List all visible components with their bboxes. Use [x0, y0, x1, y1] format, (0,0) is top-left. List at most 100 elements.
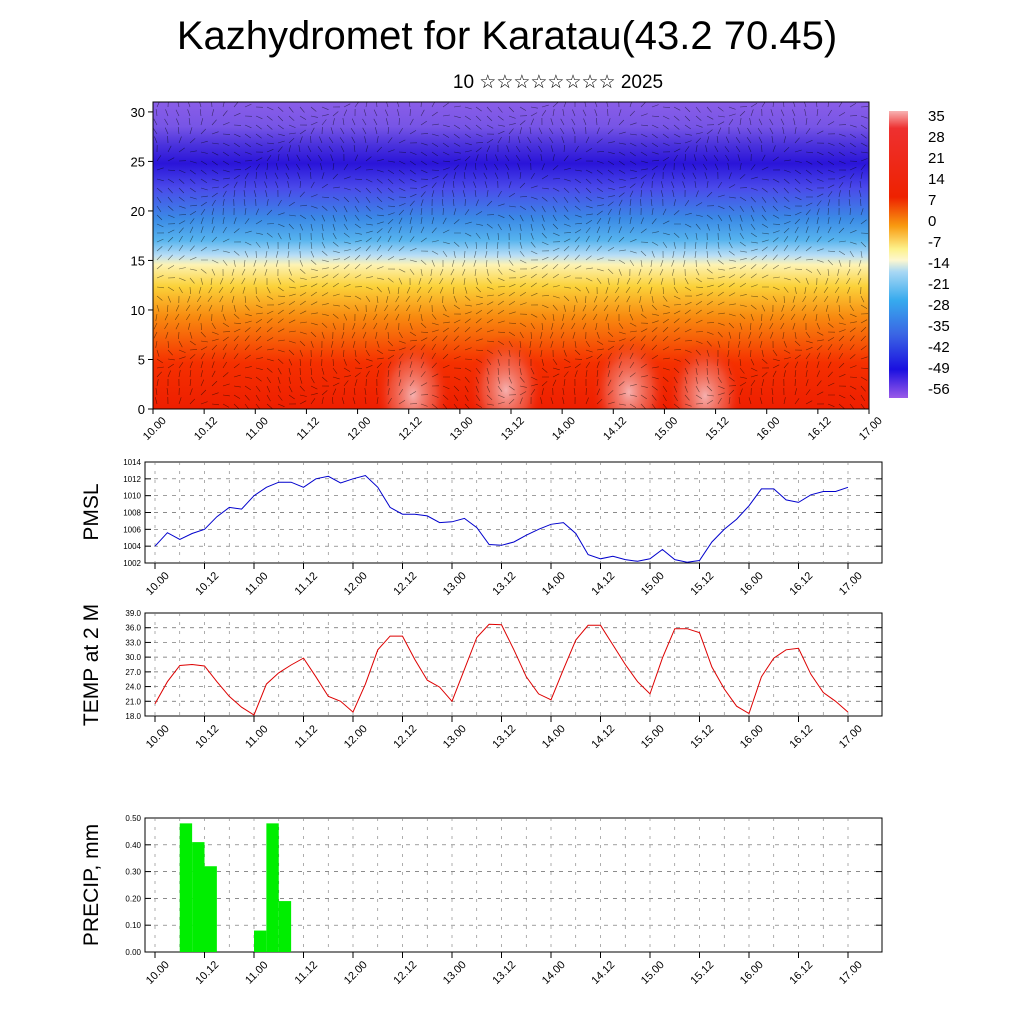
- precip-bar: [204, 866, 217, 952]
- x-tick-label: 15.12: [688, 723, 716, 751]
- y-tick-label: 30.0: [125, 653, 141, 662]
- x-tick-label: 12.12: [391, 723, 419, 751]
- x-tick-label: 10.12: [193, 959, 221, 987]
- y-tick-label: 0.50: [125, 814, 141, 823]
- y-tick-label: 0.00: [125, 948, 141, 957]
- colorbar-label: -42: [928, 339, 950, 356]
- x-tick-label: 14.12: [601, 415, 629, 443]
- x-tick-label: 15.00: [652, 415, 680, 443]
- x-tick-label: 14.00: [540, 570, 568, 598]
- x-tick-label: 10.00: [144, 570, 172, 598]
- x-tick-label: 11.12: [293, 570, 320, 597]
- page-title: Kazhydromet for Karatau(43.2 70.45): [176, 14, 838, 58]
- y-tick-label: 1010: [123, 492, 141, 501]
- precip-bar: [266, 823, 279, 952]
- warm-core-2: [591, 337, 667, 409]
- x-tick-label: 16.12: [806, 415, 834, 443]
- precip-chart-ylabel: PRECIP, mm: [80, 824, 103, 946]
- x-tick-label: 14.00: [550, 415, 578, 443]
- precip-bar: [192, 842, 205, 952]
- x-tick-label: 13.00: [448, 415, 476, 443]
- x-tick-label: 16.12: [787, 570, 815, 598]
- warm-core-3: [667, 341, 743, 409]
- pmsl-chart: 1002 1004 1006 1008 1010 1012 1014 10.00 10.12 11…: [80, 458, 883, 598]
- temp-chart-ylabel: TEMP at 2 M: [80, 604, 103, 726]
- colorbar-label: -28: [928, 297, 950, 314]
- y-tick-label: 1014: [123, 458, 141, 467]
- y-tick-label: 1002: [123, 559, 141, 568]
- x-tick-label: 11.00: [243, 570, 270, 597]
- colorbar-label: -49: [928, 360, 950, 377]
- y-tick-label: 1012: [123, 475, 141, 484]
- x-tick-label: 10.12: [192, 415, 220, 443]
- x-tick-label: 16.00: [738, 570, 766, 598]
- x-tick-label: 13.12: [499, 415, 527, 443]
- colorbar-label: 14: [928, 171, 945, 188]
- x-tick-label: 17.00: [837, 959, 865, 987]
- y-tick-label: 25: [131, 154, 145, 169]
- warm-cores: [375, 335, 743, 409]
- colorbar-label: 35: [928, 108, 945, 125]
- y-tick-label: 0: [138, 402, 145, 417]
- x-tick-label: 12.12: [397, 415, 425, 443]
- page-subtitle: 10 ☆☆☆☆☆☆☆☆ 2025: [452, 72, 664, 93]
- x-tick-label: 14.00: [540, 959, 568, 987]
- x-tick-label: 13.12: [490, 959, 518, 987]
- cross-section-plot: 0 5 10 15 20 25 30 10.00 10.12 11.00 11.12 12.00 12.…: [131, 101, 950, 443]
- y-tick-label: 1004: [123, 542, 141, 551]
- x-tick-label: 15.00: [639, 959, 667, 987]
- x-tick-label: 11.12: [295, 415, 322, 442]
- x-tick-label: 12.00: [342, 570, 370, 598]
- x-tick-label: 10.00: [141, 415, 169, 443]
- temp-chart: 18.0 21.0 24.0 27.0 30.0 33.0 36.0 39.0 10.00 10.…: [80, 604, 883, 751]
- colorbar: [889, 111, 908, 398]
- warm-core-0: [375, 340, 451, 409]
- x-tick-label: 14.12: [589, 723, 617, 751]
- temp-chart-series-line: [154, 623, 849, 716]
- x-tick-label: 16.00: [738, 723, 766, 751]
- x-tick-label: 11.00: [243, 415, 270, 442]
- y-tick-label: 24.0: [125, 683, 141, 692]
- x-tick-label: 17.00: [837, 723, 865, 751]
- y-tick-label: 18.0: [125, 712, 141, 721]
- precip-bar: [254, 930, 267, 952]
- y-tick-label: 0.30: [125, 868, 141, 877]
- temp-chart-frame: [144, 612, 883, 717]
- x-tick-label: 15.12: [703, 415, 731, 443]
- x-tick-label: 11.12: [293, 959, 320, 986]
- y-tick-label: 5: [138, 352, 145, 367]
- precip-chart: 0.00 0.10 0.20 0.30 0.40 0.50 10.00 10.12 11.00 1…: [80, 814, 883, 987]
- colorbar-label: 28: [928, 129, 945, 146]
- colorbar-label: -7: [928, 234, 941, 251]
- y-tick-label: 0.40: [125, 841, 141, 850]
- y-tick-label: 30: [131, 105, 145, 120]
- x-tick-label: 16.00: [738, 959, 766, 987]
- x-tick-label: 11.00: [243, 959, 270, 986]
- x-tick-label: 16.12: [787, 959, 815, 987]
- y-tick-label: 36.0: [125, 624, 141, 633]
- x-tick-label: 10.00: [144, 959, 172, 987]
- x-tick-label: 11.12: [293, 723, 320, 750]
- x-tick-label: 13.00: [441, 959, 469, 987]
- x-tick-label: 17.00: [837, 570, 865, 598]
- warm-core-1: [468, 335, 544, 409]
- colorbar-label: -14: [928, 255, 950, 272]
- x-tick-label: 12.00: [345, 415, 373, 443]
- x-tick-label: 10.00: [144, 723, 172, 751]
- colorbar-label: 0: [928, 213, 936, 230]
- precip-bar: [179, 823, 193, 952]
- precip-bar: [278, 901, 292, 952]
- x-tick-label: 14.12: [589, 570, 617, 598]
- x-tick-label: 15.00: [639, 723, 667, 751]
- x-tick-label: 17.00: [857, 415, 885, 443]
- y-tick-label: 21.0: [125, 697, 141, 706]
- x-tick-label: 13.12: [490, 570, 518, 598]
- y-tick-label: 27.0: [125, 668, 141, 677]
- x-tick-label: 13.12: [490, 723, 518, 751]
- x-tick-label: 11.00: [243, 723, 270, 750]
- x-tick-label: 14.00: [540, 723, 568, 751]
- y-tick-label: 39.0: [125, 609, 141, 618]
- x-tick-label: 14.12: [589, 959, 617, 987]
- y-tick-label: 1006: [123, 525, 141, 534]
